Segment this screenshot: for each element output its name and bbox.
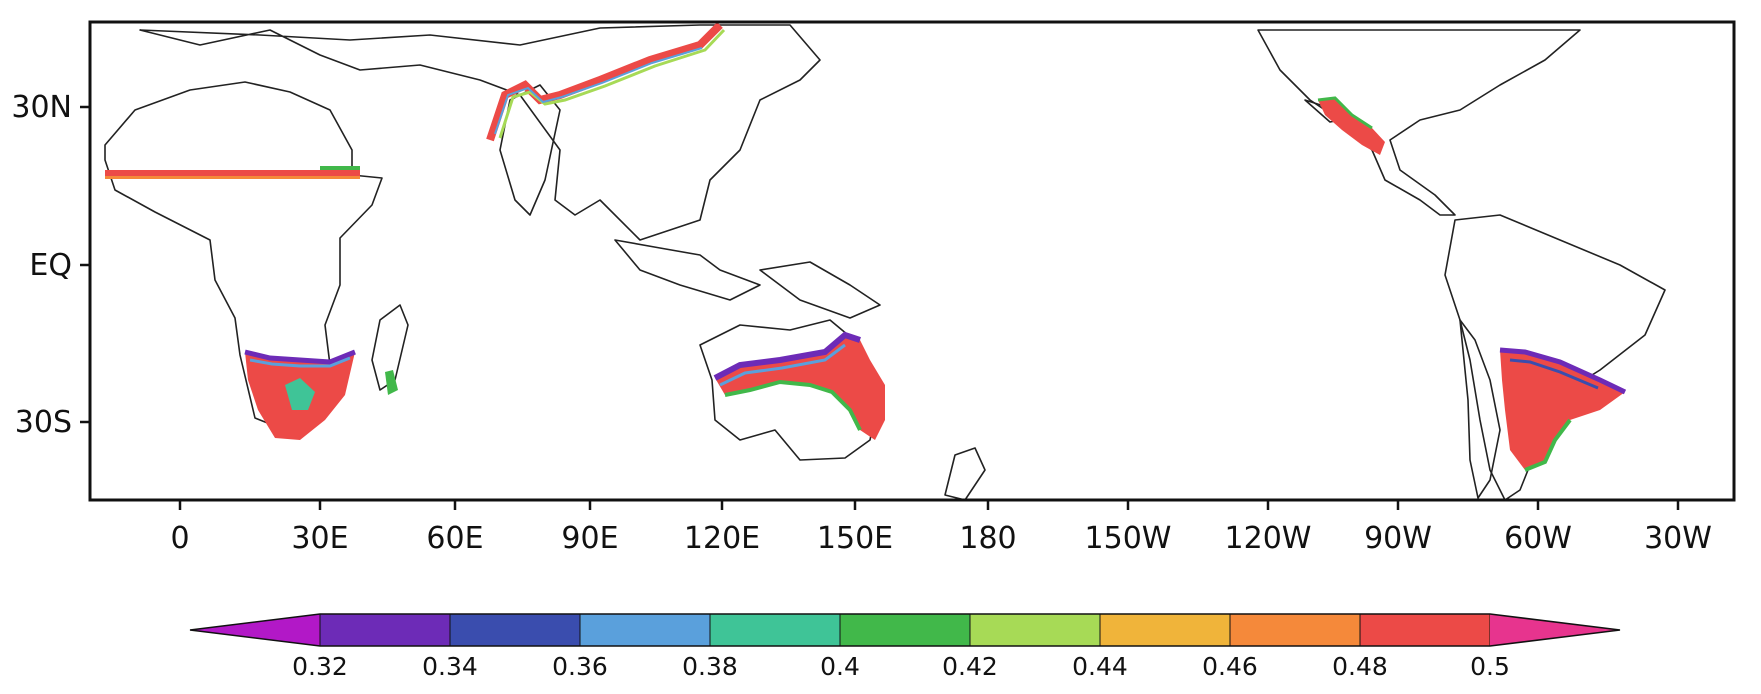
colorbar-segment — [319, 613, 451, 647]
x-tick-label: 60W — [1504, 521, 1572, 556]
x-axis: 0 30E 60E 90E 120E 150E 180 150W 120W 90… — [170, 500, 1712, 556]
x-tick-label: 90W — [1364, 521, 1432, 556]
colorbar-max-arrow — [1490, 614, 1620, 646]
y-tick-label-30n: 30N — [11, 90, 72, 125]
shaded-region-south-america — [1500, 350, 1625, 470]
colorbar-segment — [839, 613, 971, 647]
x-tick-label: 150E — [817, 521, 893, 556]
y-axis: 30N EQ 30S — [11, 90, 90, 440]
shaded-regions — [105, 22, 1627, 472]
colorbar-label: 0.34 — [422, 652, 478, 681]
shaded-region-madagascar — [385, 370, 398, 395]
x-tick-label: 30E — [291, 521, 348, 556]
colorbar-segment — [449, 613, 581, 647]
colorbar-segment — [969, 613, 1101, 647]
x-tick-label: 90E — [561, 521, 618, 556]
colorbar-min-arrow — [190, 614, 320, 646]
x-tick-label: 120W — [1225, 521, 1312, 556]
x-tick-label: 30W — [1644, 521, 1712, 556]
colorbar-segment — [1359, 613, 1491, 647]
colorbar-label: 0.42 — [942, 652, 998, 681]
coastlines — [104, 24, 1666, 501]
colorbar-label: 0.32 — [292, 652, 348, 681]
colorbar-segment — [1099, 613, 1231, 647]
colorbar: 0.32 0.34 0.36 0.38 0.4 0.42 0.44 0.46 0… — [189, 613, 1621, 681]
x-tick-label: 180 — [959, 521, 1016, 556]
shaded-region-himalaya — [486, 22, 723, 142]
colorbar-label: 0.4 — [820, 652, 860, 681]
x-tick-label: 60E — [426, 521, 483, 556]
map-frame — [88, 20, 1736, 502]
colorbar-label: 0.38 — [682, 652, 738, 681]
colorbar-segment — [579, 613, 711, 647]
colorbar-segment — [1229, 613, 1361, 647]
x-tick-label: 150W — [1085, 521, 1172, 556]
y-tick-label-eq: EQ — [29, 248, 72, 283]
shaded-region-australia — [715, 335, 885, 440]
colorbar-label: 0.48 — [1332, 652, 1388, 681]
x-tick-label: 120E — [684, 521, 760, 556]
colorbar-label: 0.5 — [1470, 652, 1510, 681]
colorbar-segment — [709, 613, 841, 647]
colorbar-label: 0.44 — [1072, 652, 1128, 681]
x-tick-label: 0 — [170, 521, 189, 556]
colorbar-label: 0.36 — [552, 652, 608, 681]
shaded-region-sahel — [105, 170, 360, 176]
colorbar-label: 0.46 — [1202, 652, 1258, 681]
y-tick-label-30s: 30S — [15, 405, 72, 440]
shaded-region-mexico — [1318, 98, 1385, 155]
